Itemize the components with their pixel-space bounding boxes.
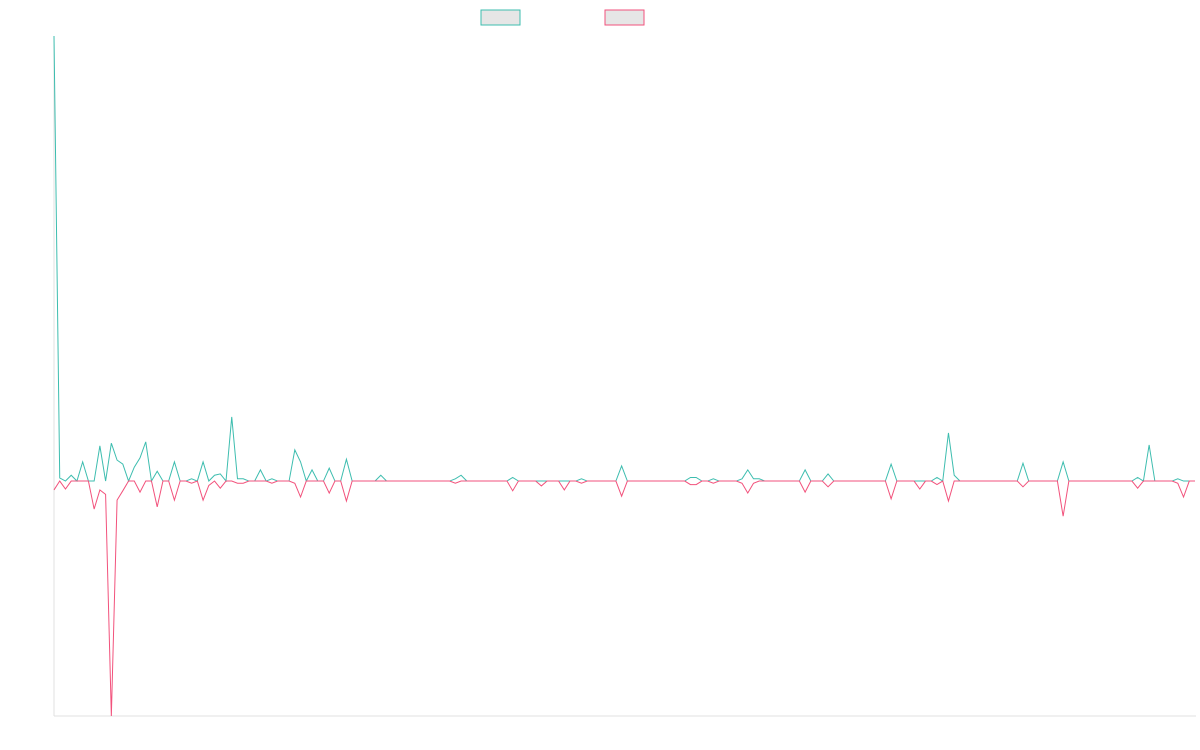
legend-swatch <box>480 9 521 26</box>
series-line <box>53 480 1195 717</box>
series-line <box>53 35 1195 483</box>
legend-swatch <box>604 9 645 26</box>
